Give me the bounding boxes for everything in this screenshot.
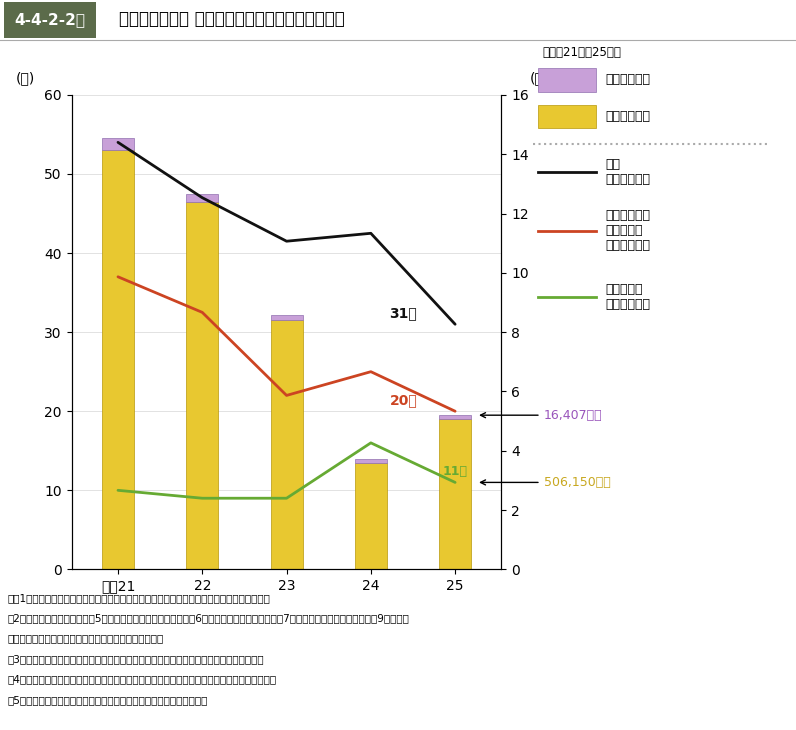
Bar [102, 150, 134, 569]
Text: 隠匿・収受
（検挙件数）: 隠匿・収受 （検挙件数） [606, 283, 650, 310]
Bar [271, 315, 302, 320]
Text: り又は唠し）の各違反の検挙件数の合計である。: り又は唠し）の各違反の検挙件数の合計である。 [8, 634, 164, 644]
Bar [186, 193, 218, 201]
Text: 31件: 31件 [389, 307, 417, 320]
Bar [355, 463, 387, 569]
Text: 業として行う
不法輸入等
（検挙件数）: 業として行う 不法輸入等 （検挙件数） [606, 210, 650, 253]
Text: 追徴（金額）: 追徴（金額） [606, 110, 650, 123]
Text: 2　「総数」は，麻薬特例法5条（業として行う不法輸入等），6条（薬物犯罪収益等隠匿），7条（薬物犯罪収益等収受）及ふ9条（あお: 2 「総数」は，麻薬特例法5条（業として行う不法輸入等），6条（薬物犯罪収益等隠… [8, 613, 410, 623]
Text: 20件: 20件 [389, 393, 417, 407]
Bar [538, 68, 595, 91]
Text: （平成21年～25年）: （平成21年～25年） [542, 46, 621, 59]
Bar [439, 419, 471, 569]
Text: 麻薬特例法違反 検挙件数・没収・追徴金㔟の推移: 麻薬特例法違反 検挙件数・没収・追徴金㔟の推移 [119, 10, 345, 28]
Text: 5　外国通貨は，判決日現在の為替レートで日本円に換算している。: 5 外国通貨は，判決日現在の為替レートで日本円に換算している。 [8, 695, 209, 705]
Text: (億円): (億円) [529, 72, 557, 85]
Text: 506,150千円: 506,150千円 [481, 476, 611, 489]
FancyBboxPatch shape [4, 2, 96, 38]
Text: 4-4-2-2図: 4-4-2-2図 [14, 12, 85, 27]
Bar [271, 320, 302, 569]
Bar [186, 201, 218, 569]
Text: 4　共犯者に重複して言い渡された没収・追徴は，重複部分を控除した金額を計上している。: 4 共犯者に重複して言い渡された没収・追徴は，重複部分を控除した金額を計上してい… [8, 675, 277, 685]
Text: 没収（金額）: 没収（金額） [606, 73, 650, 86]
Text: 16,407千円: 16,407千円 [481, 409, 603, 422]
Text: (件): (件) [16, 72, 35, 85]
Bar [102, 139, 134, 150]
Bar [439, 415, 471, 419]
Bar [355, 458, 387, 463]
Text: 注　1　検挙件数は，内閣府の資料による。没収・追徴金額は，法務省刑事局の資料による。: 注 1 検挙件数は，内閣府の資料による。没収・追徴金額は，法務省刑事局の資料によ… [8, 593, 271, 603]
Text: 総数
（検挙件数）: 総数 （検挙件数） [606, 158, 650, 185]
Text: 3　「没収」，「追徴」は，第一審における金額の合計であり，千円未満切捨てである。: 3 「没収」，「追徴」は，第一審における金額の合計であり，千円未満切捨てである。 [8, 654, 264, 664]
Bar [538, 104, 595, 128]
Text: 11件: 11件 [443, 466, 467, 478]
